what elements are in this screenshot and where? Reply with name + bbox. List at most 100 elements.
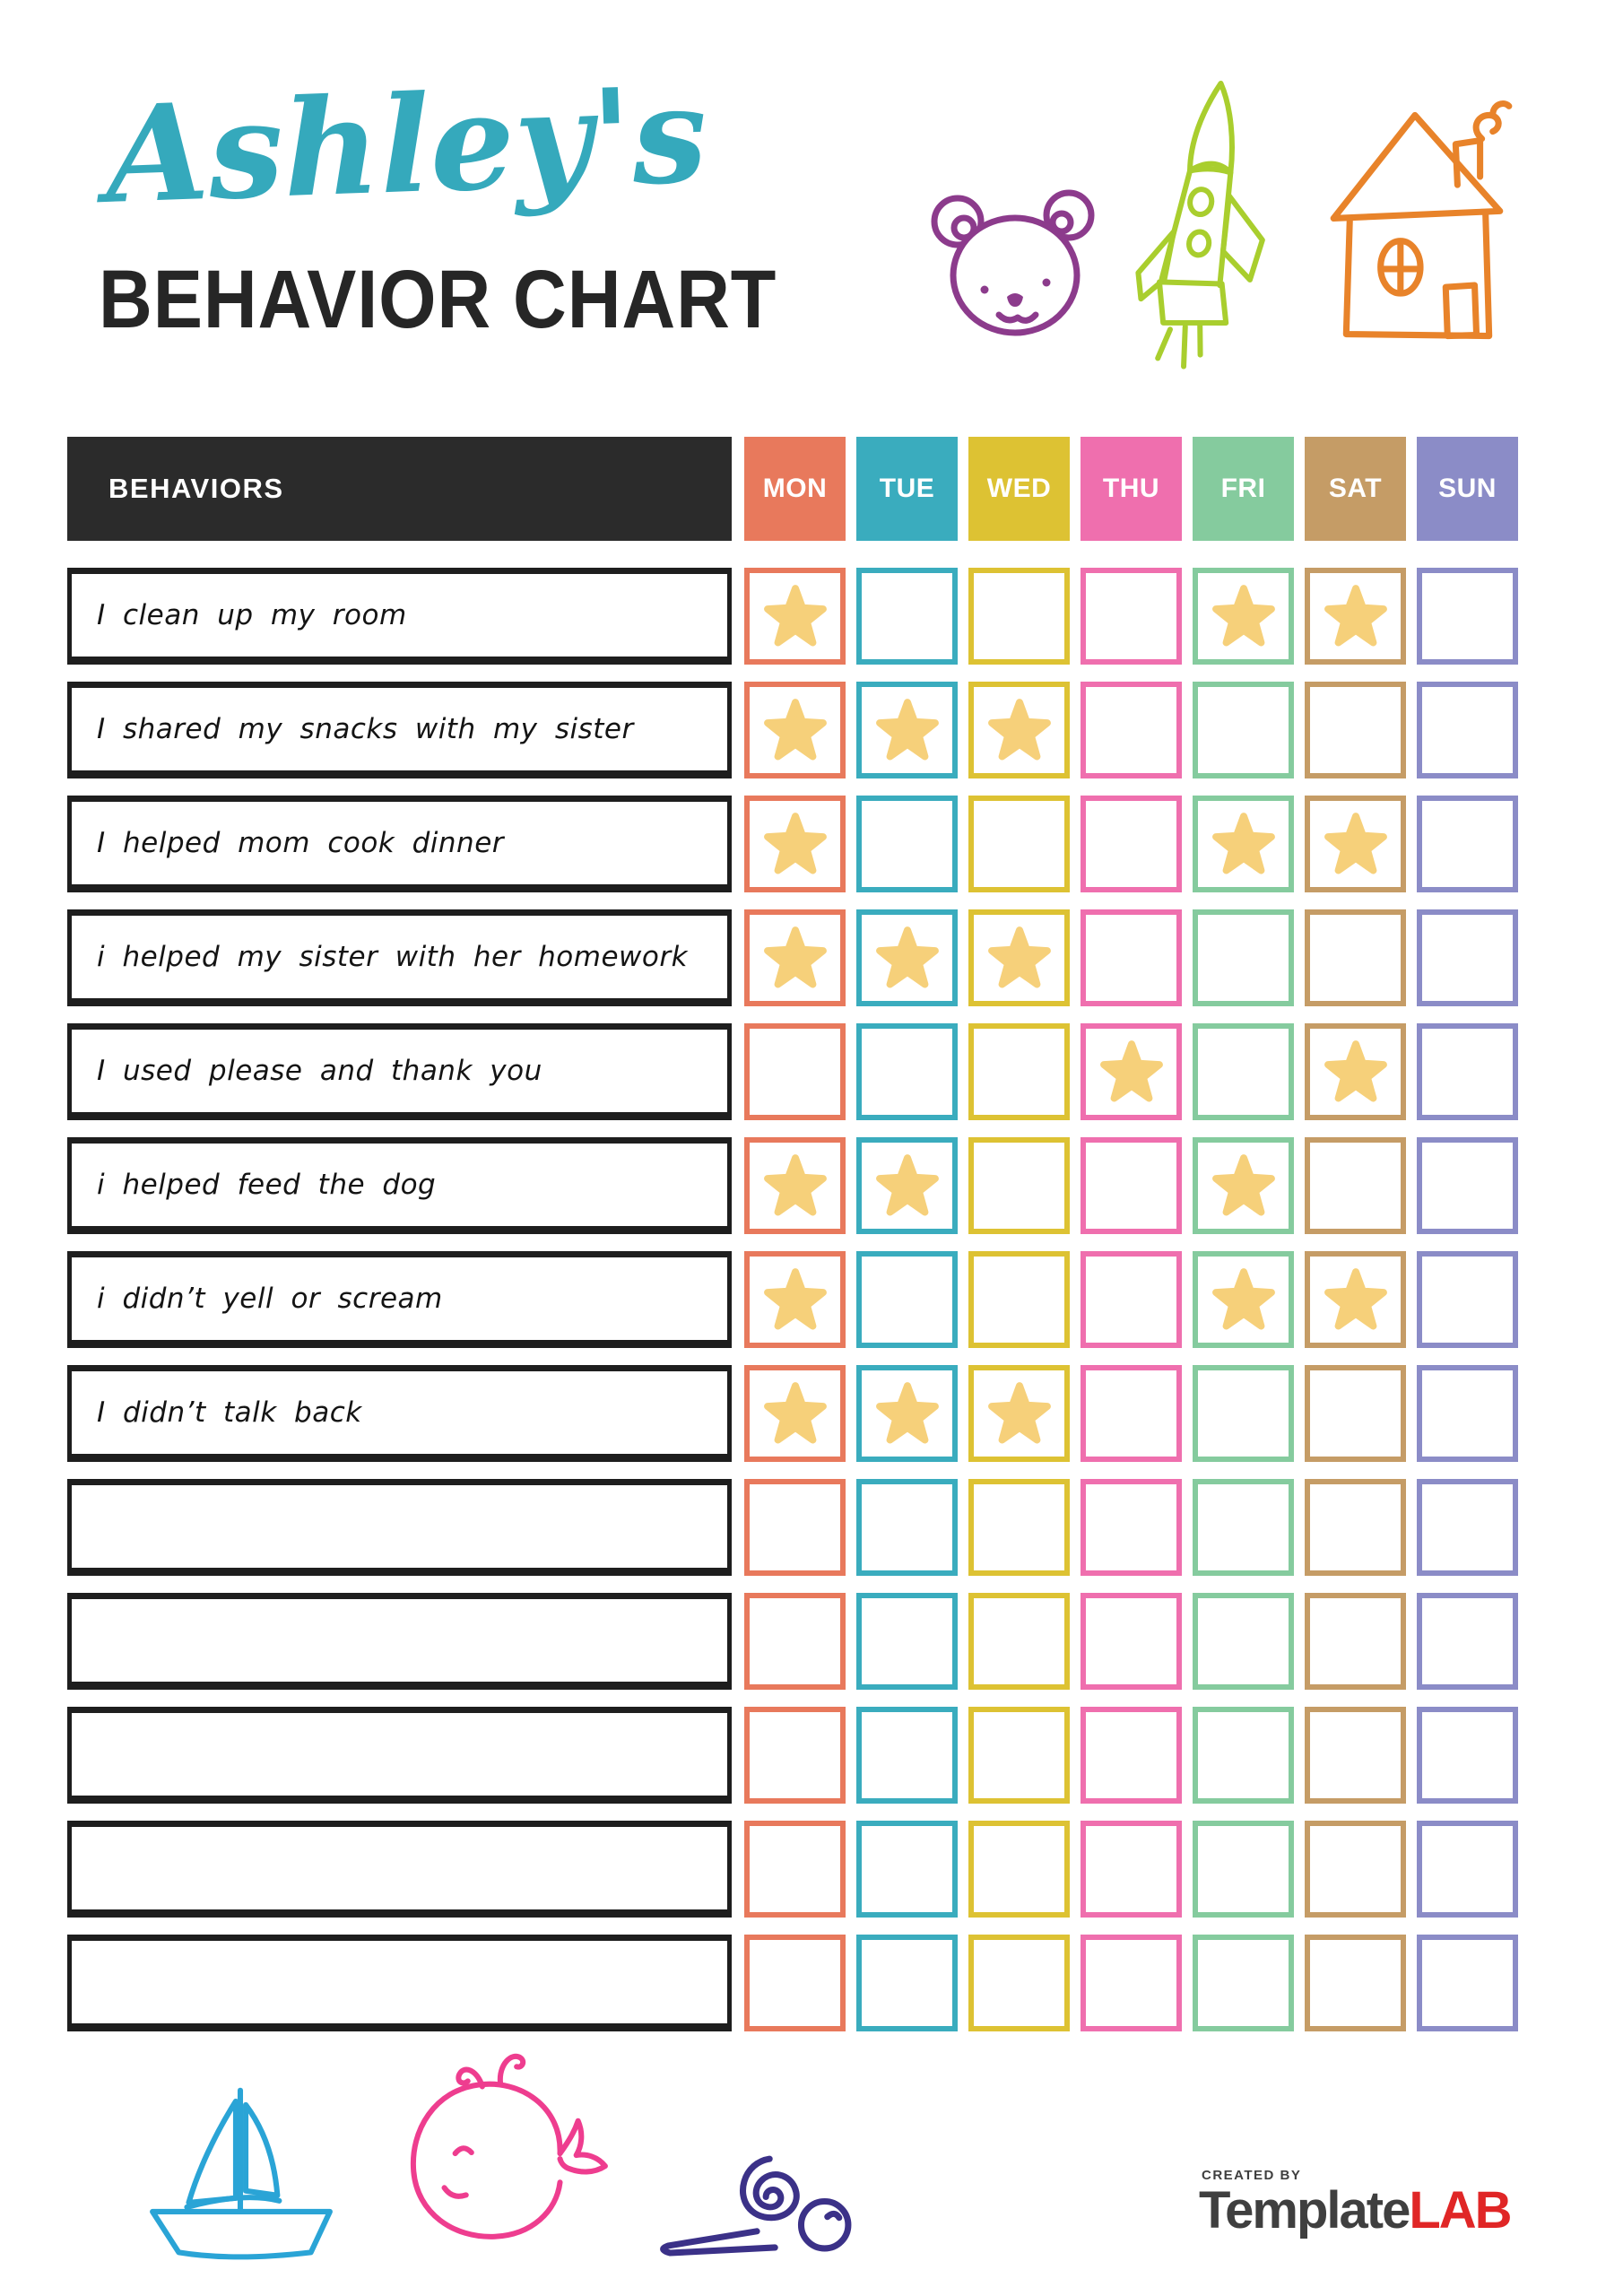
whale-doodle-icon (410, 2053, 608, 2239)
chart-cell-wed-row11 (968, 1707, 1070, 1804)
chart-cell-mon-row7 (744, 1251, 846, 1348)
chart-cell-thu-row4 (1081, 909, 1182, 1006)
chart-cell-thu-row10 (1081, 1593, 1182, 1690)
chart-cell-sat-row4 (1305, 909, 1406, 1006)
behavior-row-7: i didn’t yell or scream (67, 1251, 1518, 1348)
chart-cell-fri-row7 (1193, 1251, 1294, 1348)
behavior-label-cell: i helped feed the dog (67, 1137, 732, 1234)
chart-cell-mon-row13 (744, 1935, 846, 2031)
behavior-label: I clean up my room (97, 599, 407, 631)
chart-cell-fri-row2 (1193, 682, 1294, 778)
behavior-row-11 (67, 1707, 1518, 1804)
chart-cell-sun-row11 (1417, 1707, 1518, 1804)
behavior-label-cell: I helped mom cook dinner (67, 796, 732, 892)
behavior-row-8: I didn’t talk back (67, 1365, 1518, 1462)
chart-cell-sun-row5 (1417, 1023, 1518, 1120)
chart-cell-tue-row4 (856, 909, 958, 1006)
chart-cell-mon-row5 (744, 1023, 846, 1120)
chart-cell-sun-row10 (1417, 1593, 1518, 1690)
chart-cell-mon-row2 (744, 682, 846, 778)
star-icon (1324, 813, 1387, 874)
star-icon (763, 1154, 827, 1216)
behavior-label-cell (67, 1821, 732, 1918)
chart-cell-tue-row5 (856, 1023, 958, 1120)
behavior-label-cell: I shared my snacks with my sister (67, 682, 732, 778)
behavior-row-6: i helped feed the dog (67, 1137, 1518, 1234)
chart-cell-sat-row12 (1305, 1821, 1406, 1918)
behavior-row-5: I used please and thank you (67, 1023, 1518, 1120)
chart-cell-sun-row7 (1417, 1251, 1518, 1348)
chart-cell-thu-row8 (1081, 1365, 1182, 1462)
chart-cell-mon-row6 (744, 1137, 846, 1234)
chart-cell-tue-row7 (856, 1251, 958, 1348)
brand-logo: CREATED BY TemplateLAB (1199, 2169, 1513, 2239)
behavior-row-4: i helped my sister with her homework (67, 909, 1518, 1006)
behavior-row-2: I shared my snacks with my sister (67, 682, 1518, 778)
star-icon (763, 813, 827, 874)
chart-cell-fri-row12 (1193, 1821, 1294, 1918)
chart-cell-wed-row10 (968, 1593, 1070, 1690)
star-icon (987, 1382, 1051, 1444)
chart-cell-sun-row1 (1417, 568, 1518, 665)
house-doodle-icon (1330, 100, 1513, 340)
star-icon (875, 926, 939, 988)
chart-cell-sat-row10 (1305, 1593, 1406, 1690)
chart-cell-sun-row9 (1417, 1479, 1518, 1576)
star-icon (875, 699, 939, 761)
chart-cell-wed-row2 (968, 682, 1070, 778)
chart-cell-sat-row1 (1305, 568, 1406, 665)
sailboat-doodle-icon (150, 2087, 333, 2260)
chart-cell-tue-row1 (856, 568, 958, 665)
chart-cell-wed-row6 (968, 1137, 1070, 1234)
table-header-row: BEHAVIORS MON TUE WED THU FRI SAT SUN (67, 437, 1518, 541)
star-icon (1099, 1040, 1163, 1102)
day-header-sun: SUN (1417, 437, 1518, 541)
star-icon (1211, 1154, 1275, 1216)
chart-cell-mon-row4 (744, 909, 846, 1006)
chart-cell-tue-row13 (856, 1935, 958, 2031)
chart-cell-thu-row11 (1081, 1707, 1182, 1804)
chart-cell-sun-row4 (1417, 909, 1518, 1006)
behavior-label-cell (67, 1935, 732, 2031)
chart-cell-mon-row3 (744, 796, 846, 892)
chart-cell-mon-row10 (744, 1593, 846, 1690)
chart-cell-wed-row5 (968, 1023, 1070, 1120)
star-icon (1211, 1268, 1275, 1330)
chart-cell-thu-row12 (1081, 1821, 1182, 1918)
chart-cell-thu-row1 (1081, 568, 1182, 665)
chart-cell-fri-row9 (1193, 1479, 1294, 1576)
star-icon (763, 1268, 827, 1330)
star-icon (875, 1382, 939, 1444)
chart-cell-tue-row11 (856, 1707, 958, 1804)
chart-cell-fri-row10 (1193, 1593, 1294, 1690)
chart-cell-fri-row8 (1193, 1365, 1294, 1462)
chart-cell-tue-row9 (856, 1479, 958, 1576)
chart-cell-sat-row9 (1305, 1479, 1406, 1576)
behavior-label-cell (67, 1479, 732, 1576)
day-header-mon: MON (744, 437, 846, 541)
behavior-label-cell (67, 1707, 732, 1804)
behavior-label-cell: I used please and thank you (67, 1023, 732, 1120)
chart-cell-tue-row12 (856, 1821, 958, 1918)
behavior-label-cell: i helped my sister with her homework (67, 909, 732, 1006)
behavior-label: I used please and thank you (97, 1055, 542, 1087)
behavior-row-10 (67, 1593, 1518, 1690)
behaviors-column-header: BEHAVIORS (67, 437, 732, 541)
bear-doodle-icon (931, 189, 1095, 336)
chart-cell-tue-row6 (856, 1137, 958, 1234)
star-icon (1324, 1268, 1387, 1330)
rocket-doodle-icon (1135, 80, 1265, 370)
star-icon (987, 926, 1051, 988)
chart-cell-tue-row2 (856, 682, 958, 778)
behavior-row-13 (67, 1935, 1518, 2031)
chart-cell-sun-row8 (1417, 1365, 1518, 1462)
chart-cell-sat-row5 (1305, 1023, 1406, 1120)
behavior-chart-table: BEHAVIORS MON TUE WED THU FRI SAT SUN I clean up… (67, 437, 1518, 2048)
behavior-label-cell: I didn’t talk back (67, 1365, 732, 1462)
chart-cell-fri-row13 (1193, 1935, 1294, 2031)
page-title-main: BEHAVIOR CHART (99, 254, 777, 345)
chart-cell-thu-row6 (1081, 1137, 1182, 1234)
behavior-row-9 (67, 1479, 1518, 1576)
brand-lab-text: LAB (1409, 2181, 1512, 2239)
